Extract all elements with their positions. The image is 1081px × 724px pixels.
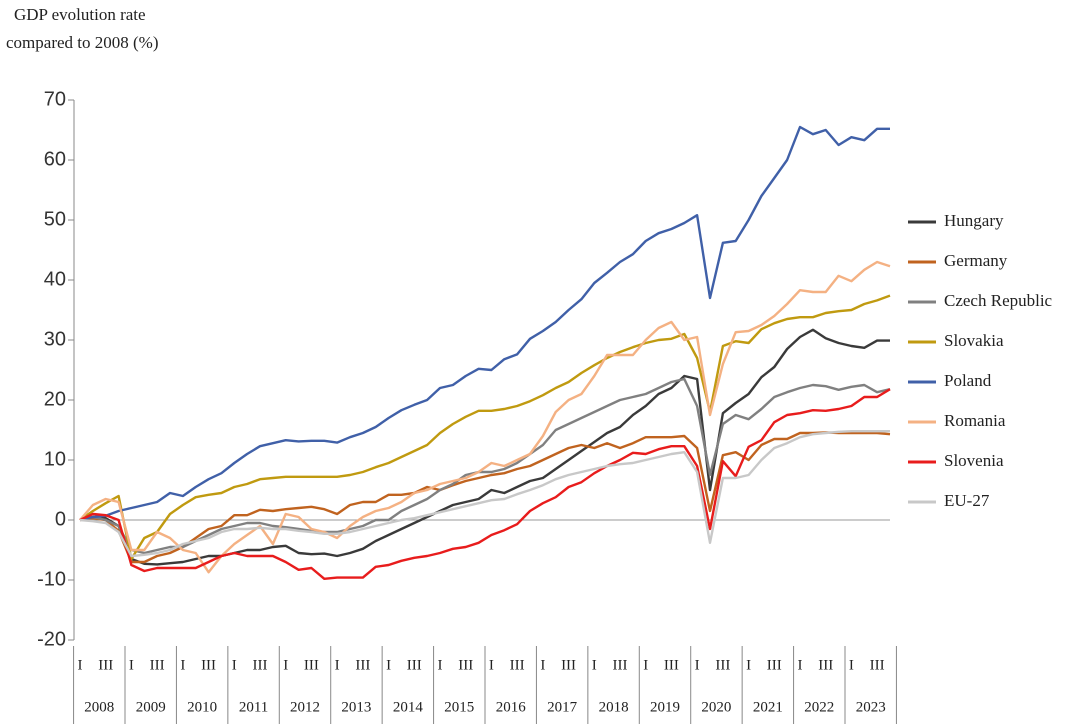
x-tick-label: I bbox=[695, 657, 700, 673]
y-tick-label: -10 bbox=[37, 568, 66, 590]
x-tick-label: III bbox=[715, 657, 730, 673]
y-tick-label: 20 bbox=[44, 388, 66, 410]
x-tick-label: III bbox=[664, 657, 679, 673]
legend-label: Hungary bbox=[944, 211, 1004, 230]
x-tick-label: I bbox=[386, 657, 391, 673]
x-tick-label: I bbox=[283, 657, 288, 673]
year-label: 2019 bbox=[650, 699, 680, 715]
x-tick-label: I bbox=[643, 657, 648, 673]
year-label: 2010 bbox=[187, 699, 217, 715]
year-label: 2022 bbox=[804, 699, 834, 715]
y-tick-label: 70 bbox=[44, 88, 66, 110]
x-tick-label: III bbox=[818, 657, 833, 673]
x-tick-label: III bbox=[201, 657, 216, 673]
y-tick-label: 30 bbox=[44, 328, 66, 350]
year-label: 2023 bbox=[856, 699, 886, 715]
year-label: 2017 bbox=[547, 699, 578, 715]
legend-label: Germany bbox=[944, 251, 1008, 270]
legend-label: Czech Republic bbox=[944, 291, 1053, 310]
x-tick-label: I bbox=[489, 657, 494, 673]
series-line bbox=[79, 431, 891, 564]
x-tick-label: III bbox=[767, 657, 782, 673]
legend-label: Slovenia bbox=[944, 451, 1004, 470]
year-label: 2014 bbox=[393, 699, 424, 715]
y-tick-label: -20 bbox=[37, 628, 66, 650]
y-tick-label: 60 bbox=[44, 148, 66, 170]
chart-title: GDP evolution rate bbox=[14, 5, 146, 24]
year-label: 2020 bbox=[701, 699, 731, 715]
y-tick-label: 10 bbox=[44, 448, 66, 470]
series-line bbox=[79, 430, 890, 558]
year-label: 2021 bbox=[753, 699, 783, 715]
x-tick-label: I bbox=[129, 657, 134, 673]
year-label: 2011 bbox=[239, 699, 268, 715]
series-line bbox=[79, 125, 890, 522]
x-tick-label: I bbox=[849, 657, 854, 673]
series-line bbox=[79, 294, 891, 561]
legend-label: Romania bbox=[944, 411, 1006, 430]
year-label: 2016 bbox=[496, 699, 527, 715]
series-line bbox=[79, 377, 891, 555]
x-tick-label: III bbox=[150, 657, 165, 673]
x-tick-label: III bbox=[561, 657, 576, 673]
x-tick-label: I bbox=[798, 657, 803, 673]
x-tick-label: III bbox=[458, 657, 473, 673]
x-tick-label: III bbox=[613, 657, 628, 673]
year-label: 2013 bbox=[341, 699, 371, 715]
x-tick-label: I bbox=[78, 657, 83, 673]
x-tick-label: III bbox=[510, 657, 525, 673]
x-tick-label: III bbox=[407, 657, 422, 673]
legend-label: Slovakia bbox=[944, 331, 1004, 350]
y-tick-label: 0 bbox=[55, 508, 66, 530]
year-label: 2015 bbox=[444, 699, 474, 715]
x-tick-label: III bbox=[870, 657, 885, 673]
legend-label: EU-27 bbox=[944, 491, 990, 510]
year-label: 2008 bbox=[84, 699, 114, 715]
x-tick-label: I bbox=[335, 657, 340, 673]
series-line bbox=[79, 260, 891, 574]
x-tick-label: III bbox=[253, 657, 268, 673]
x-tick-label: I bbox=[232, 657, 237, 673]
legend-label: Poland bbox=[944, 371, 992, 390]
year-label: 2009 bbox=[136, 699, 166, 715]
x-tick-label: III bbox=[304, 657, 319, 673]
x-tick-label: III bbox=[98, 657, 113, 673]
x-tick-label: I bbox=[180, 657, 185, 673]
y-tick-label: 40 bbox=[44, 268, 66, 290]
chart-title: compared to 2008 (%) bbox=[6, 33, 158, 52]
x-tick-label: I bbox=[592, 657, 597, 673]
year-label: 2012 bbox=[290, 699, 320, 715]
x-tick-label: III bbox=[355, 657, 370, 673]
x-tick-label: I bbox=[540, 657, 545, 673]
year-label: 2018 bbox=[599, 699, 629, 715]
series-line bbox=[79, 328, 890, 566]
x-tick-label: I bbox=[438, 657, 443, 673]
x-tick-label: I bbox=[746, 657, 751, 673]
series-line bbox=[79, 388, 891, 580]
y-tick-label: 50 bbox=[44, 208, 66, 230]
